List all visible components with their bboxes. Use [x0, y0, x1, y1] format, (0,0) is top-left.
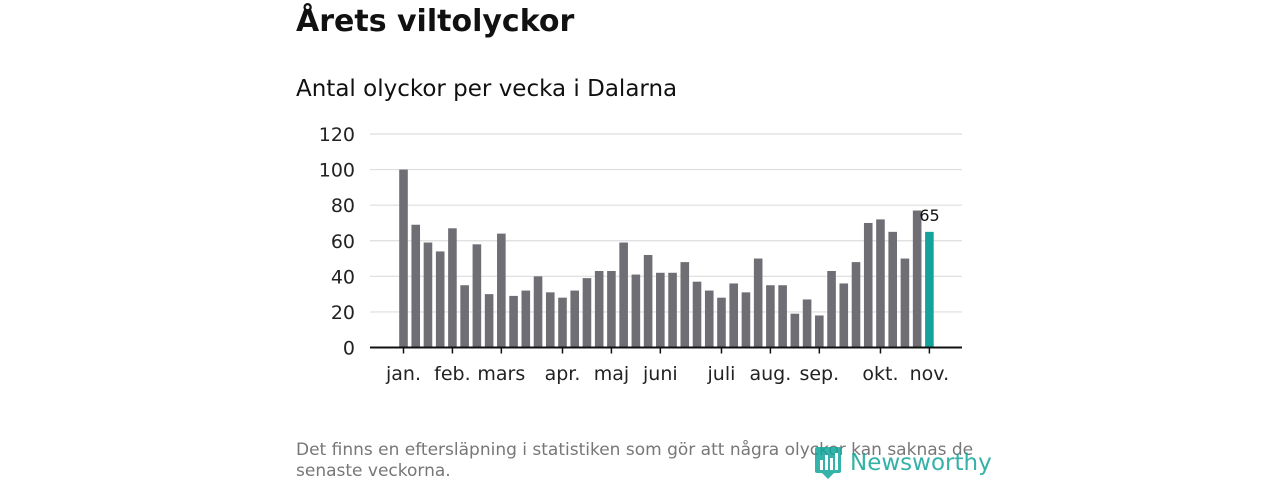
bars	[399, 169, 934, 348]
y-tick-label: 100	[319, 160, 355, 182]
bar	[815, 315, 824, 348]
bar	[778, 285, 787, 348]
bar	[680, 262, 690, 348]
bar	[460, 285, 469, 348]
x-tick-label: juni	[642, 363, 678, 385]
x-tick-label: feb.	[434, 363, 470, 385]
y-axis-ticks: 0 20 40 60 80 100 120	[319, 124, 355, 360]
y-tick-label: 20	[331, 302, 355, 324]
bar	[900, 258, 910, 348]
bar	[411, 224, 421, 348]
bar	[827, 271, 836, 348]
x-tick-label: nov.	[910, 363, 949, 385]
bar	[802, 299, 812, 348]
bar	[558, 297, 567, 348]
x-tick-label: jan.	[385, 363, 421, 385]
chart-subtitle: Antal olyckor per vecka i Dalarna	[296, 76, 678, 102]
x-tick-label: maj	[594, 363, 629, 385]
x-axis-ticks: jan. feb. mars apr. maj juni juli aug. sep. okt. n…	[385, 347, 949, 385]
bar	[497, 233, 506, 348]
bar	[570, 290, 580, 348]
bar	[766, 285, 775, 348]
x-tick-label: aug.	[750, 363, 792, 385]
bar	[594, 271, 604, 348]
brand-name: Newsworthy	[850, 450, 992, 476]
bar-highlight	[925, 231, 934, 348]
bar	[435, 251, 445, 348]
data-labels: 65	[919, 206, 939, 225]
bar	[619, 242, 628, 348]
x-tick-label: juli	[707, 363, 736, 385]
x-tick-label: apr.	[545, 363, 581, 385]
y-tick-label: 80	[331, 195, 355, 217]
bar	[545, 292, 555, 348]
bar	[876, 219, 885, 348]
x-tick-label: okt.	[862, 363, 898, 385]
newsworthy-logo-icon	[815, 447, 841, 479]
bar	[741, 292, 751, 348]
bar	[509, 295, 518, 348]
bar	[717, 297, 726, 348]
bar	[423, 242, 433, 348]
bar	[607, 271, 616, 348]
bar	[521, 290, 531, 348]
highlight-value-label: 65	[919, 206, 939, 225]
bar	[753, 258, 763, 348]
bar	[729, 283, 739, 348]
y-tick-label: 60	[331, 231, 355, 253]
y-tick-label: 0	[343, 338, 355, 360]
gridlines	[370, 133, 962, 313]
newsworthy-logo: Newsworthy	[814, 446, 992, 480]
bar	[472, 244, 482, 348]
bar	[582, 278, 592, 348]
bar	[839, 283, 849, 348]
bar	[790, 313, 800, 348]
bar	[656, 272, 665, 348]
bar	[668, 272, 677, 348]
y-tick-label: 40	[331, 266, 355, 288]
chart-title: Årets viltolyckor	[296, 4, 575, 39]
bar	[704, 290, 714, 348]
bar	[692, 281, 702, 348]
bar	[863, 222, 873, 348]
x-tick-label: sep.	[799, 363, 839, 385]
bar	[484, 294, 494, 348]
footnote: Det finns en eftersläpning i statistiken…	[296, 440, 974, 481]
bar	[851, 262, 861, 348]
y-tick-label: 120	[319, 124, 355, 146]
bar	[399, 169, 408, 348]
bar	[912, 210, 922, 348]
bar	[643, 254, 653, 348]
x-tick-label: mars	[477, 363, 525, 385]
bar	[533, 276, 543, 348]
bar	[448, 228, 457, 348]
bar	[888, 231, 897, 348]
bar	[631, 274, 641, 348]
